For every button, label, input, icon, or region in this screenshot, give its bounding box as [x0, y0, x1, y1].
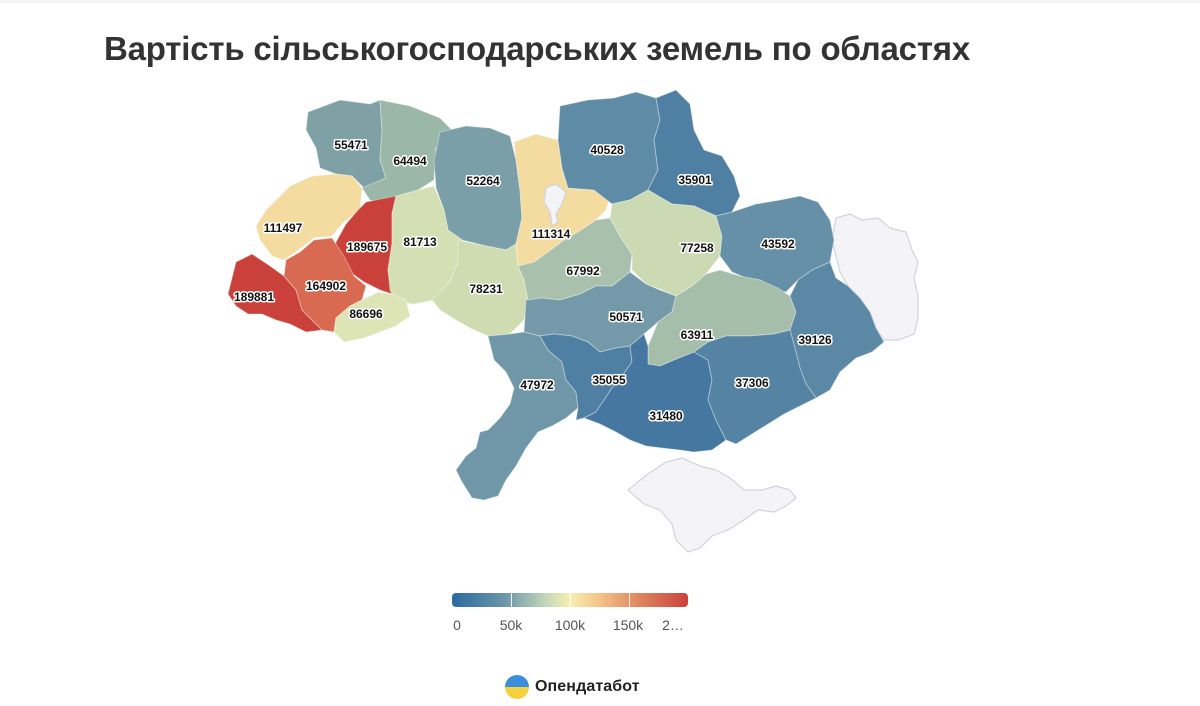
brand-name: Опендатабот — [535, 678, 640, 695]
legend-label-100k: 100k — [554, 617, 586, 633]
brand-footer: Опендатабот — [505, 675, 640, 699]
region-luhansk[interactable] — [831, 213, 919, 341]
legend-label-50k: 50k — [499, 617, 523, 633]
region-zakarpattia[interactable] — [227, 253, 324, 333]
region-crimea[interactable] — [627, 457, 797, 553]
legend-tick-50k — [511, 593, 512, 607]
page-title: Вартість сільськогосподарських земель по… — [104, 30, 971, 67]
legend-tick-150k — [629, 593, 630, 607]
region-chernihiv[interactable] — [557, 91, 661, 205]
region-kyiv-city[interactable] — [543, 183, 567, 228]
region-kherson[interactable] — [582, 333, 727, 453]
legend-label-0: 0 — [453, 617, 461, 633]
region-sumy[interactable] — [647, 89, 741, 217]
legend-label-150k: 150k — [612, 617, 644, 633]
opendatabot-logo-icon — [505, 675, 529, 699]
region-ternopil[interactable] — [335, 195, 397, 295]
top-border — [0, 0, 1200, 3]
region-lviv[interactable] — [255, 173, 363, 261]
color-legend — [452, 593, 688, 607]
legend-label-200k: 2… — [662, 617, 684, 633]
region-chernivtsi[interactable] — [333, 291, 411, 343]
region-zaporizhzhia[interactable] — [693, 329, 817, 445]
legend-tick-100k — [570, 593, 571, 607]
